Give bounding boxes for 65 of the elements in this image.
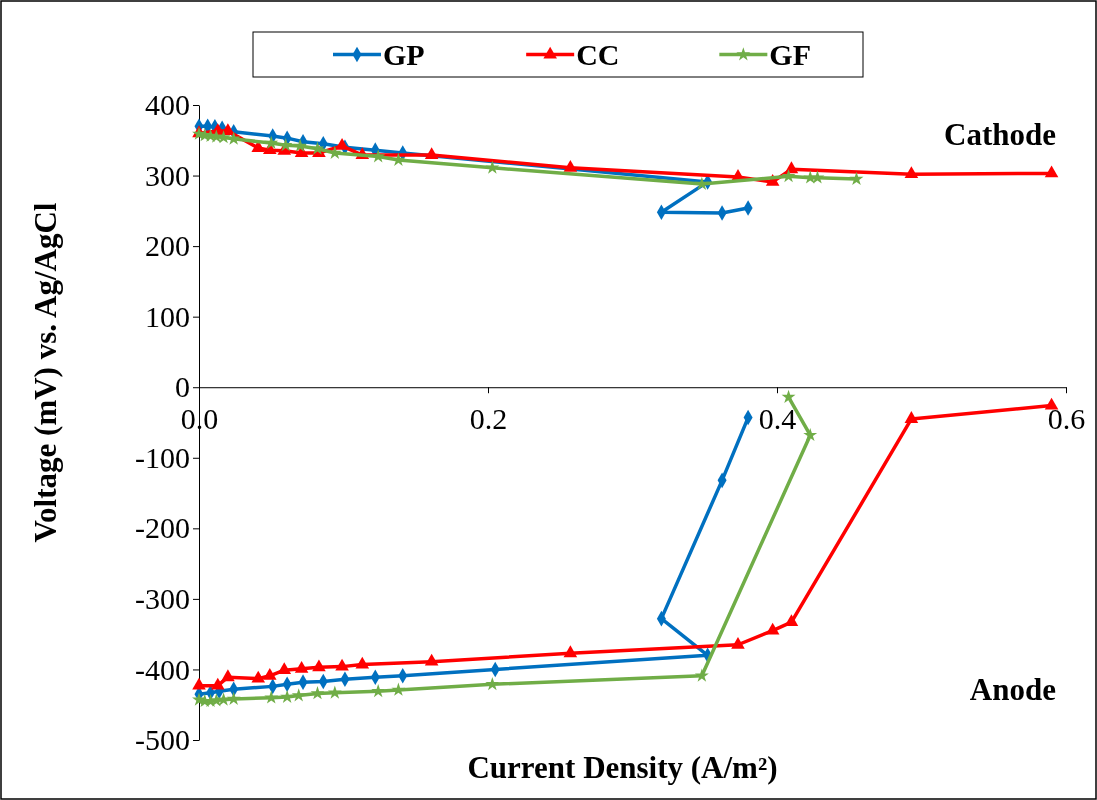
point bbox=[784, 614, 799, 627]
x-tick-label: 0.2 bbox=[469, 402, 508, 436]
point bbox=[694, 176, 709, 190]
x-axis-title: Current Density (A/m²) bbox=[467, 750, 778, 785]
point bbox=[803, 427, 818, 442]
point bbox=[327, 685, 342, 699]
annotation: Anode bbox=[969, 672, 1056, 707]
x-tick-label: 0.4 bbox=[758, 402, 797, 436]
point bbox=[221, 669, 235, 682]
legend-label: CC bbox=[576, 37, 620, 71]
point bbox=[335, 138, 349, 150]
point bbox=[291, 688, 306, 702]
y-tick-label: -400 bbox=[135, 652, 190, 686]
point bbox=[226, 131, 241, 145]
point bbox=[371, 149, 386, 163]
y-tick-label: -100 bbox=[135, 440, 190, 474]
point bbox=[264, 135, 279, 150]
point bbox=[335, 658, 349, 671]
legend-label: GF bbox=[769, 37, 812, 71]
point bbox=[781, 389, 796, 404]
point bbox=[310, 686, 325, 700]
point bbox=[226, 691, 241, 705]
point bbox=[310, 141, 325, 155]
point bbox=[210, 677, 225, 690]
point bbox=[849, 171, 864, 185]
point bbox=[280, 689, 295, 703]
point bbox=[810, 170, 825, 184]
point bbox=[294, 660, 309, 673]
legend-label: GP bbox=[383, 37, 425, 71]
point bbox=[1044, 397, 1059, 410]
point bbox=[765, 622, 780, 635]
x-tick-label: 0.6 bbox=[1047, 402, 1086, 436]
point bbox=[312, 659, 326, 672]
point bbox=[904, 411, 919, 423]
point bbox=[563, 159, 578, 172]
point bbox=[1044, 165, 1059, 178]
point bbox=[424, 147, 439, 160]
point bbox=[355, 656, 370, 669]
point bbox=[192, 677, 206, 690]
y-axis-title: Voltage (mV) vs. Ag/AgCl bbox=[28, 202, 63, 543]
point bbox=[784, 161, 799, 174]
point bbox=[391, 152, 406, 166]
point bbox=[485, 160, 500, 174]
y-tick-label: -300 bbox=[135, 581, 190, 615]
point bbox=[293, 138, 308, 152]
y-tick-label: 400 bbox=[145, 88, 190, 122]
point bbox=[277, 662, 292, 675]
y-tick-label: 100 bbox=[145, 299, 190, 333]
point bbox=[251, 670, 266, 683]
y-tick-label: 0 bbox=[175, 370, 190, 404]
point bbox=[371, 684, 386, 698]
point bbox=[904, 166, 919, 179]
point bbox=[391, 682, 406, 696]
point bbox=[424, 653, 439, 666]
y-tick-label: 300 bbox=[145, 158, 190, 192]
point bbox=[781, 168, 796, 183]
point bbox=[563, 645, 578, 658]
y-tick-label: 200 bbox=[145, 229, 190, 263]
annotation: Cathode bbox=[944, 117, 1056, 152]
y-tick-label: -200 bbox=[135, 511, 190, 545]
point bbox=[264, 690, 279, 704]
point bbox=[263, 667, 277, 680]
point bbox=[731, 636, 745, 649]
point bbox=[485, 676, 500, 691]
y-tick-label: -500 bbox=[135, 723, 190, 757]
